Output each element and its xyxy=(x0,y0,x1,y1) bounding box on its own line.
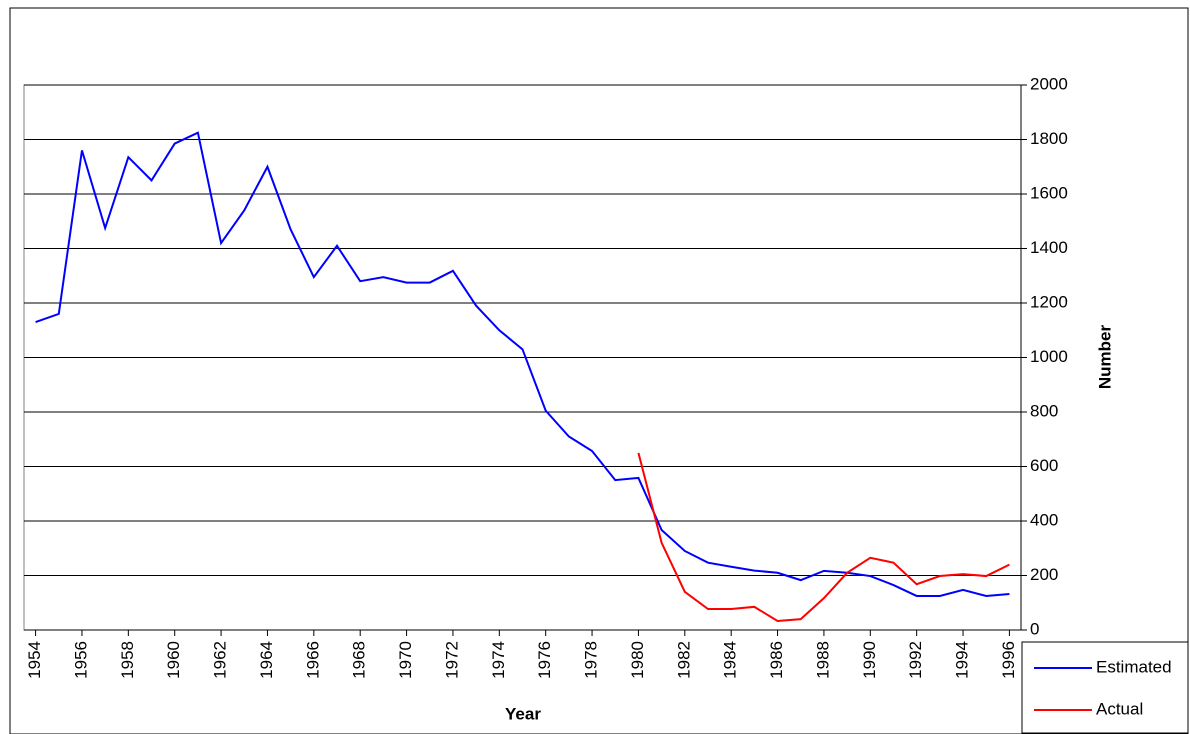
x-axis-title: Year xyxy=(505,704,541,723)
series-line xyxy=(637,452,1010,623)
x-tick-label: 1966 xyxy=(303,641,322,679)
x-tick-label: 1994 xyxy=(953,641,972,679)
x-tick-label: 1968 xyxy=(350,641,369,679)
legend-box xyxy=(1021,641,1189,734)
x-tick-label: 1962 xyxy=(211,641,230,679)
x-tick-label: 1980 xyxy=(628,641,647,679)
x-tick-label: 1992 xyxy=(906,641,925,679)
y-axis-title: Number xyxy=(1095,325,1114,390)
legend-label: Actual xyxy=(1096,699,1143,718)
x-tick-label: 1990 xyxy=(860,641,879,679)
y-tick-label: 0 xyxy=(1030,619,1039,638)
x-tick-label: 1970 xyxy=(396,641,415,679)
y-tick-label: 600 xyxy=(1030,456,1058,475)
x-tick-label: 1974 xyxy=(489,641,508,679)
x-tick-label: 1960 xyxy=(164,641,183,679)
x-tick-label: 1954 xyxy=(25,641,44,679)
y-tick-label: 1200 xyxy=(1030,292,1068,311)
x-tick-label: 1956 xyxy=(71,641,90,679)
x-tick-label: 1972 xyxy=(442,641,461,679)
legend-label: Estimated xyxy=(1096,657,1172,676)
y-tick-label: 400 xyxy=(1030,510,1058,529)
x-tick-label: 1988 xyxy=(813,641,832,679)
x-tick-label: 1976 xyxy=(535,641,554,679)
y-tick-label: 800 xyxy=(1030,401,1058,420)
y-tick-label: 1600 xyxy=(1030,183,1068,202)
x-tick-label: 1958 xyxy=(118,641,137,679)
y-tick-label: 1400 xyxy=(1030,238,1068,257)
x-tick-label: 1982 xyxy=(674,641,693,679)
y-tick-label: 1000 xyxy=(1030,347,1068,366)
x-tick-label: 1996 xyxy=(999,641,1018,679)
x-tick-label: 1964 xyxy=(257,641,276,679)
x-tick-label: 1978 xyxy=(582,641,601,679)
y-tick-label: 200 xyxy=(1030,565,1058,584)
x-tick-label: 1986 xyxy=(767,641,786,679)
y-tick-label: 2000 xyxy=(1030,74,1068,93)
y-tick-label: 1800 xyxy=(1030,129,1068,148)
x-tick-label: 1984 xyxy=(721,641,740,679)
